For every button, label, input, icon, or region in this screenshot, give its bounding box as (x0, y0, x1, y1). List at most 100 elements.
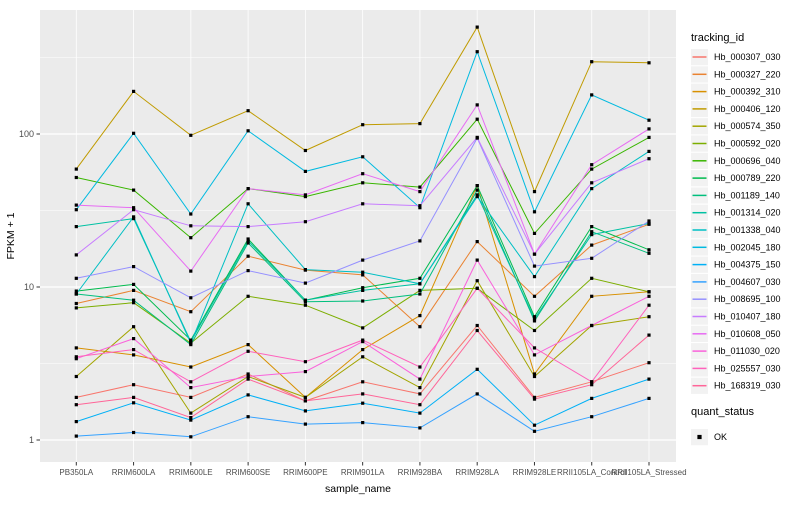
data-point (246, 415, 250, 419)
data-point (647, 118, 651, 122)
y-tick-label: 100 (19, 129, 34, 139)
x-tick-label: RRIM928BA (398, 468, 443, 477)
data-point (74, 203, 78, 207)
data-point (532, 374, 537, 379)
data-point (361, 401, 365, 405)
data-point (590, 187, 594, 191)
legend-entry-label: Hb_001314_020 (714, 208, 781, 218)
data-point (189, 395, 193, 399)
x-tick-label: RRIM600LA (112, 468, 156, 477)
data-point (647, 248, 651, 252)
legend-entry-label: Hb_002045_180 (714, 242, 781, 252)
x-tick-label: RRIM600LE (169, 468, 213, 477)
data-point (303, 148, 307, 153)
data-point (74, 301, 78, 306)
data-point (418, 185, 422, 189)
x-tick-label: RRII105LA_Control (557, 468, 627, 477)
data-point (74, 253, 78, 257)
data-point (361, 299, 365, 303)
legend-entry-Hb_000574_350: Hb_000574_350 (691, 118, 781, 135)
data-point (246, 225, 250, 229)
data-point (132, 325, 136, 329)
legend-entry-Hb_000592_020: Hb_000592_020 (691, 135, 781, 152)
data-point (475, 279, 479, 283)
legend-entry-Hb_000696_040: Hb_000696_040 (691, 152, 781, 169)
data-point (132, 206, 136, 210)
data-point (418, 206, 422, 210)
data-point (74, 420, 78, 424)
data-point (475, 135, 479, 139)
data-point (475, 258, 479, 262)
data-point (475, 240, 479, 244)
legend-entry-label: Hb_000406_120 (714, 104, 781, 114)
data-point (132, 282, 136, 286)
data-point (132, 383, 136, 387)
data-point (418, 365, 422, 369)
data-point (132, 401, 136, 405)
data-point (532, 372, 537, 376)
data-point (74, 357, 78, 361)
legend-entry-Hb_000307_030: Hb_000307_030 (691, 49, 781, 66)
data-point (74, 434, 78, 438)
legend-entry-Hb_000327_220: Hb_000327_220 (691, 66, 781, 83)
data-point (418, 411, 422, 415)
data-point (647, 219, 651, 223)
data-point (132, 395, 136, 399)
legend-entry-Hb_008695_100: Hb_008695_100 (691, 291, 781, 308)
data-point (246, 187, 250, 191)
data-point (647, 157, 651, 161)
data-point (303, 399, 307, 403)
data-point (189, 416, 193, 420)
data-point (532, 294, 537, 298)
data-point (132, 348, 136, 352)
data-point (361, 392, 365, 396)
data-point (361, 123, 365, 127)
data-point (132, 430, 136, 435)
data-point (246, 294, 250, 298)
data-point (361, 348, 365, 352)
data-point (361, 355, 365, 359)
data-point (361, 421, 365, 425)
data-point (475, 103, 479, 107)
data-point (361, 172, 365, 176)
data-point (418, 288, 422, 292)
major-gridlines (40, 10, 676, 462)
data-point (303, 169, 307, 173)
x-tick-labels: PB350LA RRIM600LA RRIM600LE RRIM600SE RRIM60… (59, 468, 686, 477)
data-point (418, 403, 422, 407)
data-point (590, 294, 594, 298)
data-point (475, 50, 479, 54)
legend-entry-Hb_000392_310: Hb_000392_310 (691, 83, 781, 100)
data-point (361, 258, 365, 262)
data-point (418, 392, 422, 396)
data-point (532, 317, 537, 321)
legend-tracking-id: Hb_000307_030 Hb_000327_220 Hb_000392_310 H… (691, 49, 781, 394)
data-point (418, 276, 422, 280)
data-point (418, 426, 422, 430)
y-tick-label: 10 (24, 282, 34, 292)
legend-entry-label: Hb_010608_050 (714, 329, 781, 339)
data-point (361, 326, 365, 330)
data-point (132, 215, 136, 219)
data-point (475, 25, 479, 29)
legend-entry-label: Hb_000307_030 (714, 52, 781, 62)
data-point (418, 282, 422, 286)
data-point (418, 325, 422, 329)
data-point (590, 163, 594, 167)
data-point (189, 341, 193, 345)
y-axis-title: FPKM + 1 (5, 212, 17, 259)
data-point (361, 338, 365, 342)
data-point (303, 409, 307, 413)
legend-entry-Hb_001189_140: Hb_001189_140 (691, 187, 780, 204)
data-point (361, 155, 365, 159)
data-point (647, 303, 651, 307)
legend-entry-label: Hb_001338_040 (714, 225, 781, 235)
y-tick-label: 1 (29, 435, 34, 445)
data-point (246, 109, 250, 113)
legend-entry-label: Hb_004607_030 (714, 277, 781, 287)
legend-entry-label: Hb_010407_180 (714, 312, 781, 322)
data-point (246, 202, 250, 206)
data-point (532, 429, 537, 433)
